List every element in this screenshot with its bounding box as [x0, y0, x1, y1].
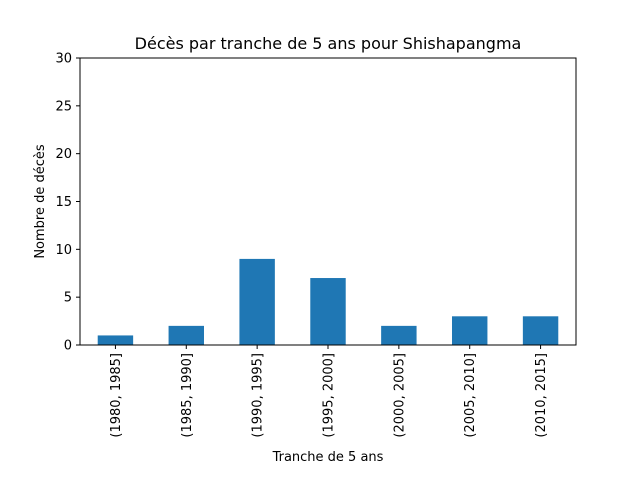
x-tick-label: (2000, 2005]	[392, 353, 407, 438]
y-tick-label: 15	[55, 195, 72, 210]
bar	[97, 335, 134, 345]
y-tick-label: 5	[64, 291, 72, 306]
y-tick-label: 30	[55, 52, 72, 67]
bar	[310, 278, 346, 345]
y-tick-label: 25	[55, 99, 72, 114]
x-tick-label: (1980, 1985]	[109, 353, 124, 438]
bar	[381, 325, 417, 345]
bars	[97, 258, 559, 345]
plot-frame	[79, 57, 577, 346]
x-tick-label: (1995, 2000]	[322, 353, 337, 438]
bar	[168, 325, 204, 345]
bar	[452, 316, 488, 345]
y-tick-label: 20	[55, 147, 72, 162]
x-axis: (1980, 1985] (1985, 1990] (1990, 1995] (199…	[109, 345, 549, 438]
y-axis-label: Nombre de décès	[33, 144, 48, 259]
x-tick-label: (2010, 2015]	[534, 353, 549, 438]
bar	[522, 316, 559, 345]
y-tick-label: 0	[64, 339, 72, 354]
x-tick-label: (1985, 1990]	[180, 353, 195, 438]
x-tick-label: (2005, 2010]	[463, 353, 478, 438]
x-axis-label: Tranche de 5 ans	[272, 450, 384, 465]
y-tick-label: 10	[55, 243, 72, 258]
y-axis: 0 5 10 15 20 25 30	[55, 52, 80, 354]
chart-title: Décès par tranche de 5 ans pour Shishapa…	[135, 34, 522, 53]
bar	[239, 258, 275, 345]
x-tick-label: (1990, 1995]	[251, 353, 266, 438]
